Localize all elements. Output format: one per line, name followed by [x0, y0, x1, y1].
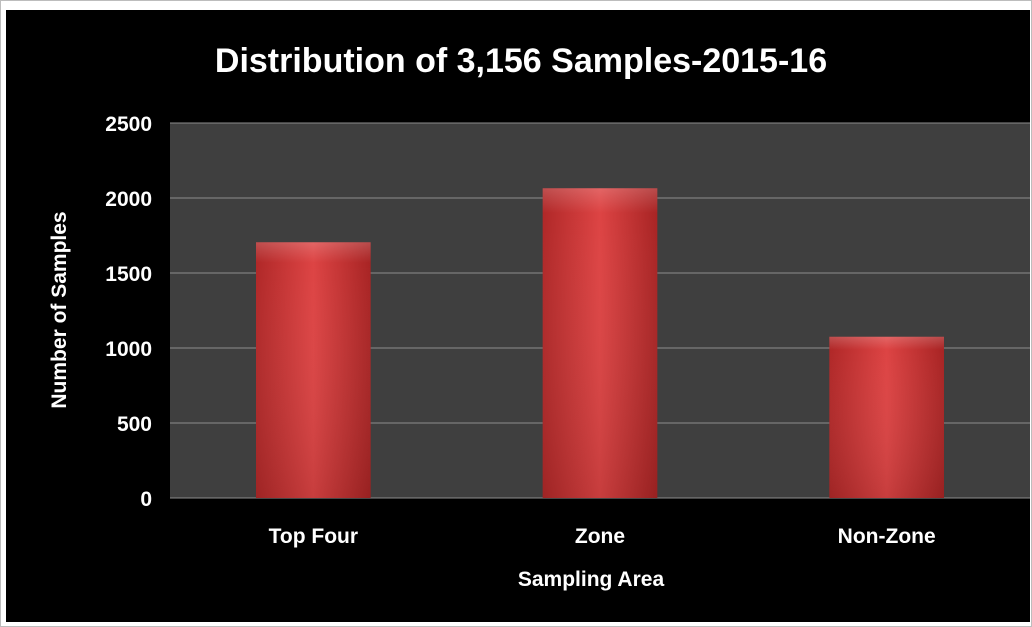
- bar: [542, 188, 658, 498]
- y-tick-label: 0: [140, 488, 152, 511]
- y-tick-label: 1500: [105, 263, 152, 286]
- x-tick-label: Zone: [575, 525, 625, 548]
- x-tick-label: Non-Zone: [838, 525, 936, 548]
- x-axis-label: Sampling Area: [518, 568, 665, 591]
- y-tick-labels: 0 500 1000 1500 2000 2500: [105, 113, 152, 511]
- y-tick-label: 2000: [105, 188, 152, 211]
- chart-area: 0 500 1000 1500 2000 2500 Top Four Zone Non-Zon…: [6, 10, 1030, 622]
- bar-highlight: [829, 336, 944, 498]
- bar-highlight: [256, 242, 371, 498]
- y-tick-label: 500: [117, 413, 152, 436]
- bar: [829, 336, 944, 498]
- x-tick-labels: Top Four Zone Non-Zone: [269, 525, 936, 548]
- bar-chart: 0 500 1000 1500 2000 2500 Top Four Zone Non-Zon…: [48, 42, 1030, 591]
- bars: [256, 188, 944, 498]
- y-tick-label: 1000: [105, 338, 152, 361]
- chart-title: Distribution of 3,156 Samples-2015-16: [215, 42, 827, 80]
- y-tick-label: 2500: [105, 113, 152, 136]
- bar-highlight: [542, 188, 658, 498]
- x-tick-label: Top Four: [269, 525, 358, 548]
- bar: [256, 242, 371, 498]
- y-axis-label: Number of Samples: [48, 211, 71, 408]
